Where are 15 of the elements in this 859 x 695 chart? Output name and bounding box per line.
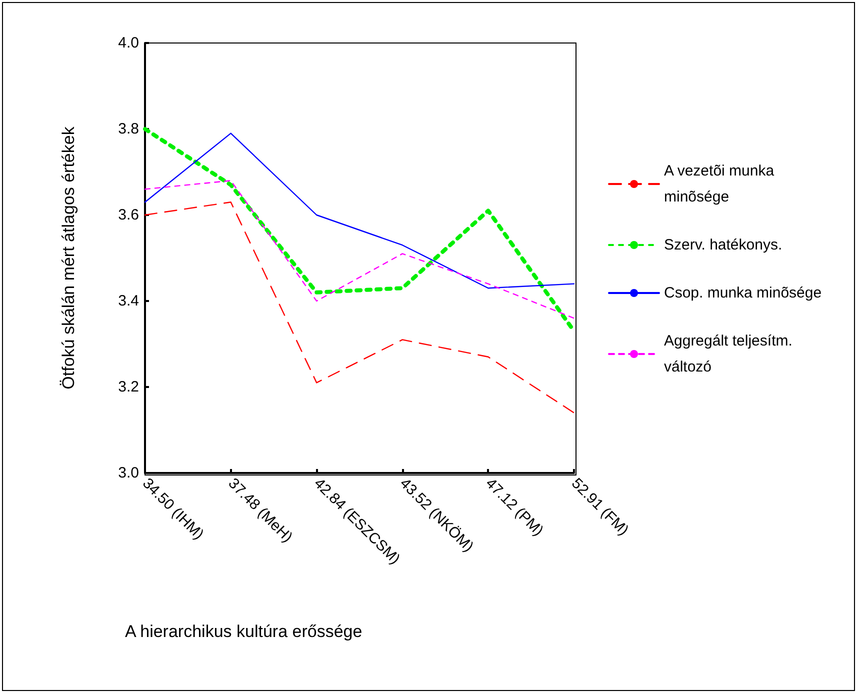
y-tick-label: 3.6 bbox=[118, 206, 139, 224]
y-tick-label: 3.2 bbox=[118, 378, 139, 396]
y-tick-label: 3.4 bbox=[118, 292, 139, 310]
line-series bbox=[144, 132, 575, 289]
legend-label: Aggregált teljesítm. változó bbox=[664, 332, 797, 376]
y-axis-title: Ötfokú skálán mért átlagos értékek bbox=[59, 126, 78, 390]
y-tick-label: 4.0 bbox=[118, 34, 139, 52]
legend-label: Szerv. hatékonys. bbox=[664, 236, 782, 254]
y-tick-label: 3.8 bbox=[118, 120, 139, 138]
legend-label: Csop. munka minõsége bbox=[664, 284, 822, 302]
line-series bbox=[144, 202, 575, 414]
legend-label: A vezetõi munka minõsége bbox=[664, 162, 778, 206]
line-series bbox=[144, 180, 575, 319]
y-tick-label: 3.0 bbox=[118, 464, 139, 482]
x-axis-title: A hierarchikus kultúra erőssége bbox=[125, 622, 362, 641]
